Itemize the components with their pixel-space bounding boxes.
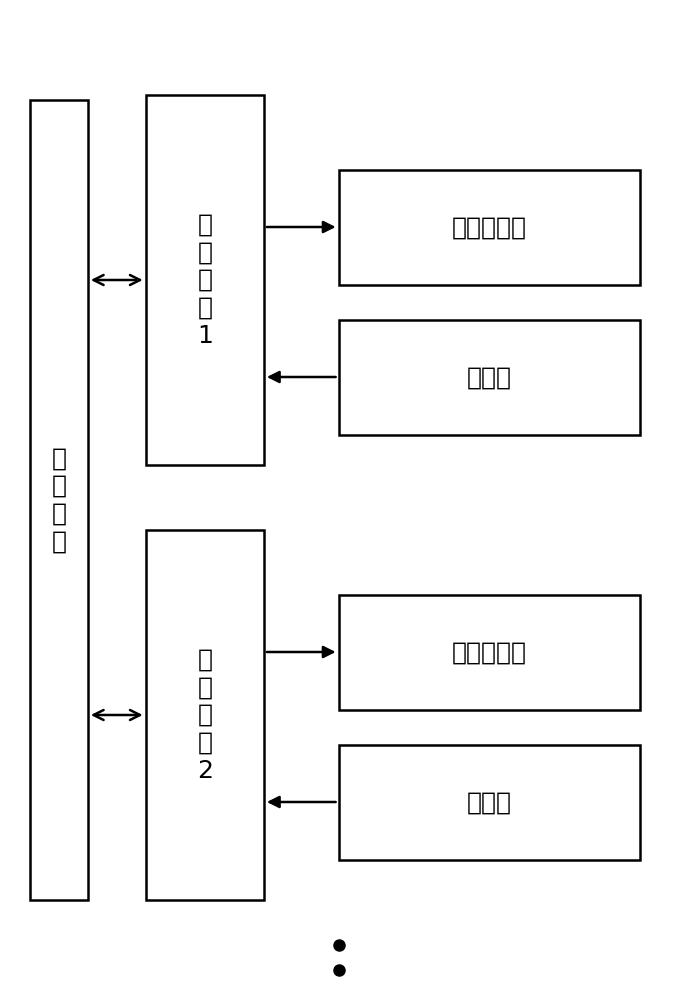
Text: 交通信号灯: 交通信号灯 — [452, 216, 527, 239]
Text: 交通信号灯: 交通信号灯 — [452, 641, 527, 664]
Text: 云
服
务
器: 云 服 务 器 — [51, 446, 67, 554]
Bar — [146, 530, 264, 900]
Bar — [338, 745, 640, 860]
Text: 控
制
系
统
2: 控 制 系 统 2 — [197, 647, 213, 783]
Bar — [338, 320, 640, 435]
Bar — [146, 95, 264, 465]
Text: 感应器: 感应器 — [466, 790, 512, 814]
Bar — [338, 595, 640, 710]
Bar — [30, 100, 88, 900]
Text: 感应器: 感应器 — [466, 366, 512, 390]
Text: 控
制
系
统
1: 控 制 系 统 1 — [197, 212, 213, 348]
Bar — [338, 170, 640, 285]
